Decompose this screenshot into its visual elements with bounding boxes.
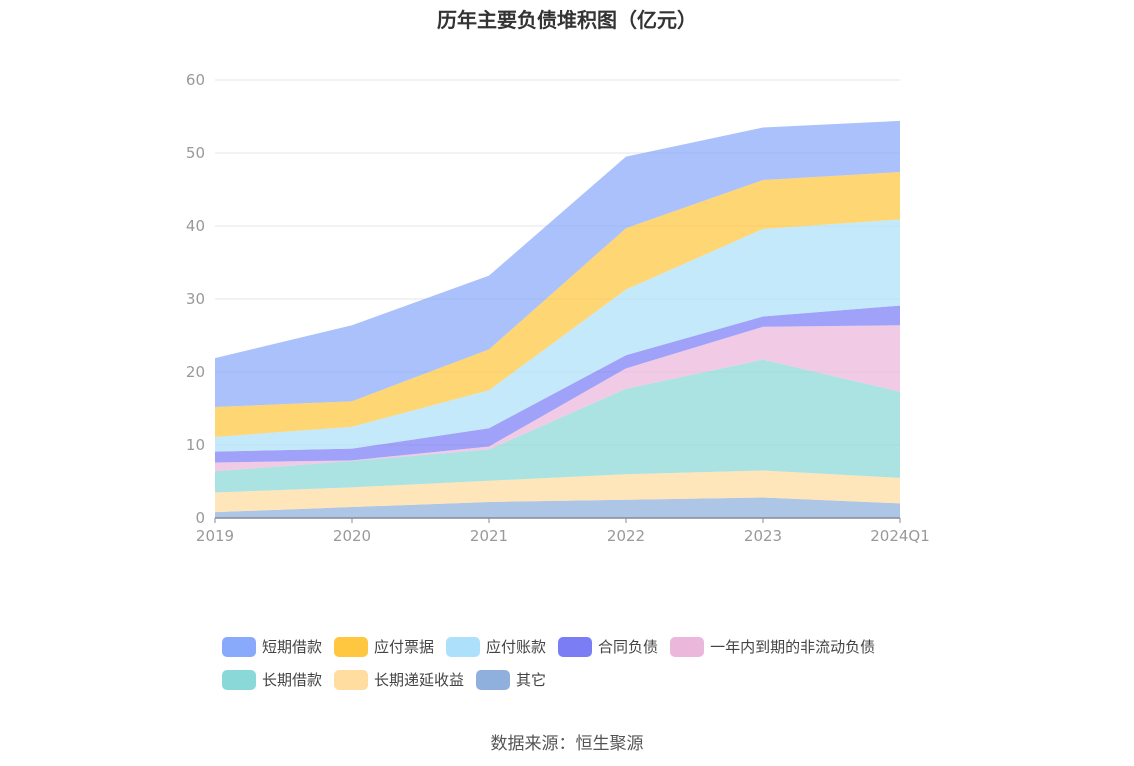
legend-item-accounts-payable[interactable]: 应付账款	[446, 636, 546, 657]
legend-label: 应付账款	[486, 638, 547, 656]
area-合同负债	[215, 305, 900, 463]
area-应付账款	[215, 219, 900, 452]
legend-label: 其它	[516, 671, 547, 689]
chart-legend: 短期借款 应付票据 应付账款 合同负债 一年内到期的非流动负债 长期借款 长期递…	[222, 630, 942, 696]
legend-swatch	[334, 636, 369, 657]
legend-swatch	[476, 669, 511, 690]
legend-item-deferred-income[interactable]: 长期递延收益	[334, 669, 464, 690]
legend-label: 长期借款	[262, 671, 323, 689]
legend-label: 短期借款	[262, 638, 323, 656]
legend-swatch	[222, 669, 256, 690]
y-tick-label: 0	[195, 509, 205, 527]
data-source: 数据来源：恒生聚源	[490, 734, 644, 754]
legend-item-contract-liabilities[interactable]: 合同负债	[558, 636, 658, 657]
x-tick-label: 2019	[196, 527, 234, 545]
legend-label: 应付票据	[374, 638, 435, 656]
area-其它	[215, 497, 900, 518]
legend-row: 长期借款 长期递延收益 其它	[222, 663, 942, 696]
legend-swatch	[446, 636, 481, 657]
x-tick-label: 2023	[744, 527, 782, 545]
x-tick-label: 2024Q1	[870, 527, 930, 545]
legend-row: 短期借款 应付票据 应付账款 合同负债 一年内到期的非流动负债	[222, 630, 942, 663]
area-长期递延收益	[215, 470, 900, 513]
legend-item-short-term-loans[interactable]: 短期借款	[222, 636, 322, 657]
legend-item-other[interactable]: 其它	[476, 669, 546, 690]
y-tick-label: 20	[186, 363, 205, 381]
y-tick-label: 10	[186, 436, 205, 454]
stacked-area-chart: 0 10 20 30 40 50 60 2019 2020 2021 2022 2023 2024Q1	[186, 71, 930, 545]
x-tick-label: 2021	[470, 527, 508, 545]
legend-item-notes-payable[interactable]: 应付票据	[334, 636, 434, 657]
legend-swatch	[558, 636, 593, 657]
legend-swatch	[222, 636, 256, 657]
legend-label: 长期递延收益	[374, 671, 465, 689]
area-应付票据	[215, 171, 900, 437]
area-一年内到期的非流动负债	[215, 325, 900, 472]
area-长期借款	[215, 359, 900, 493]
legend-item-long-term-loans[interactable]: 长期借款	[222, 669, 322, 690]
legend-label: 合同负债	[598, 638, 659, 656]
chart-title: 历年主要负债堆积图（亿元）	[437, 8, 697, 32]
x-tick-label: 2022	[607, 527, 645, 545]
legend-swatch	[670, 636, 705, 657]
x-tick-label: 2020	[333, 527, 371, 545]
legend-swatch	[334, 669, 369, 690]
legend-label: 一年内到期的非流动负债	[710, 638, 876, 656]
y-tick-label: 60	[186, 71, 205, 89]
y-tick-label: 40	[186, 217, 205, 235]
y-tick-label: 30	[186, 290, 205, 308]
y-tick-label: 50	[186, 144, 205, 162]
area-短期借款	[215, 120, 900, 408]
legend-item-current-portion-noncurrent[interactable]: 一年内到期的非流动负债	[670, 636, 875, 657]
